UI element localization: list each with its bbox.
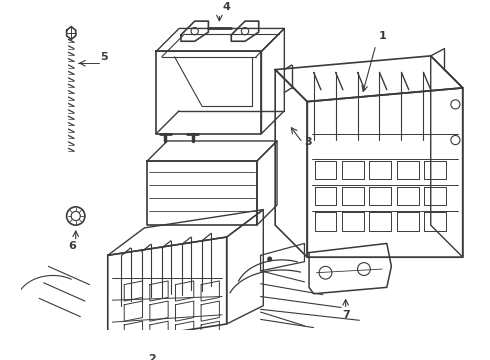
Text: 5: 5 [100, 53, 108, 63]
Text: 2: 2 [148, 354, 156, 360]
Text: 7: 7 [342, 310, 350, 320]
Circle shape [268, 257, 271, 261]
Text: 3: 3 [304, 137, 312, 147]
Text: 6: 6 [69, 241, 76, 251]
Text: 1: 1 [379, 31, 386, 41]
Text: 4: 4 [222, 2, 230, 12]
